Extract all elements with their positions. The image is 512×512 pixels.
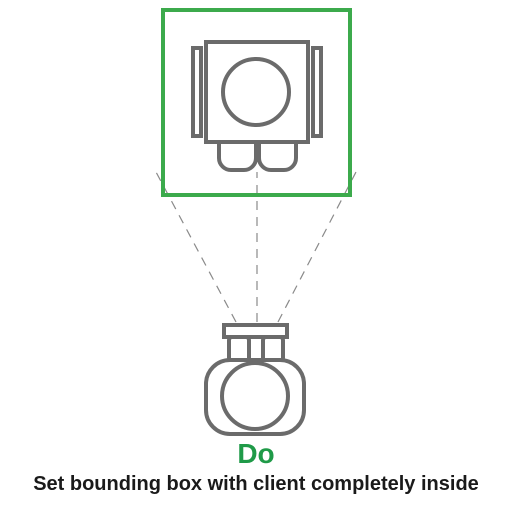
camera-leg-left	[227, 335, 251, 363]
client-device-icon	[191, 40, 323, 172]
instruction-text: Set bounding box with client completely …	[33, 473, 479, 495]
bounding-box	[161, 8, 352, 197]
client-leg-right	[257, 142, 298, 172]
verdict-label: Do	[237, 438, 275, 469]
client-side-bar-left	[191, 46, 203, 138]
field-of-view-lines	[155, 171, 357, 323]
client-head	[221, 57, 291, 127]
fov-line-right	[277, 171, 357, 323]
fov-line-left	[155, 171, 237, 323]
camera-mount	[222, 323, 289, 339]
camera-leg-right	[261, 335, 285, 363]
client-side-bar-right	[311, 46, 323, 138]
camera-icon	[204, 323, 306, 436]
camera-lens	[220, 361, 290, 431]
client-leg-left	[217, 142, 258, 172]
